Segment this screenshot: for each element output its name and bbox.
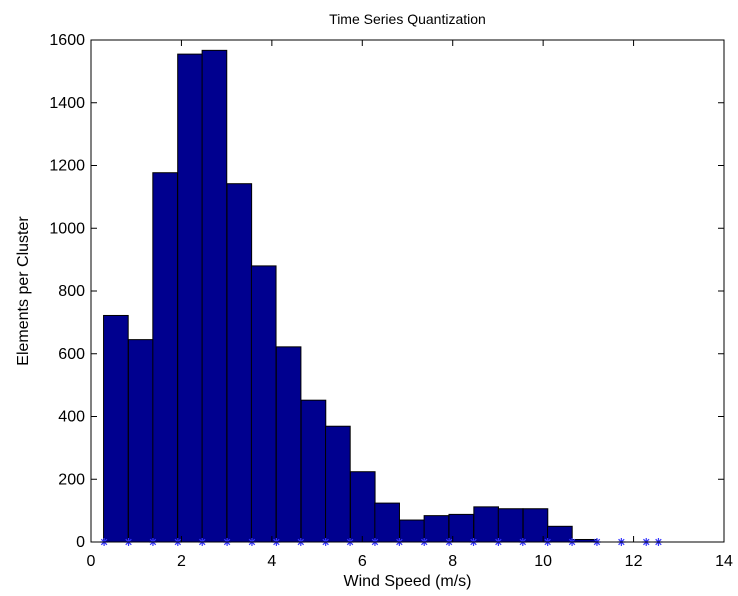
histogram-bar (152, 172, 178, 543)
y-axis-ticks: 0 200 400 600 800 1000 1200 1400 1600 (49, 32, 724, 551)
y-axis-label: Elements per Cluster (15, 216, 32, 366)
x-tick-label: 8 (448, 553, 457, 570)
y-tick-label: 1200 (49, 158, 85, 175)
histogram-bar (226, 183, 253, 543)
histogram-bar (275, 346, 302, 543)
y-tick-label: 1400 (49, 95, 85, 112)
histogram-bar (349, 471, 376, 543)
histogram-bar (497, 508, 524, 543)
x-tick-label: 6 (358, 553, 367, 570)
x-tick-label: 12 (625, 553, 643, 570)
histogram-bar (103, 314, 129, 543)
y-tick-label: 600 (58, 346, 85, 363)
x-tick-label: 14 (715, 553, 733, 570)
x-tick-label: 10 (534, 553, 552, 570)
x-tick-label: 0 (87, 553, 96, 570)
histogram-bar (325, 425, 351, 543)
y-tick-label: 0 (76, 534, 85, 551)
histogram-bar (522, 508, 549, 543)
y-tick-label: 400 (58, 409, 85, 426)
x-axis-label: Wind Speed (m/s) (343, 573, 471, 590)
histogram-bar (127, 339, 154, 543)
histogram-bar (201, 49, 228, 543)
histogram-bar (300, 399, 327, 543)
histogram-bar (423, 515, 450, 543)
y-tick-label: 800 (58, 283, 85, 300)
histogram-bar (399, 519, 425, 543)
histogram-bar (177, 53, 203, 543)
y-tick-label: 200 (58, 471, 85, 488)
bars-layer (103, 49, 598, 543)
y-tick-label: 1000 (49, 220, 85, 237)
x-tick-label: 2 (177, 553, 186, 570)
histogram-bar (547, 525, 573, 543)
histogram-bar (374, 502, 400, 543)
x-axis-ticks: 0 2 4 6 8 10 12 14 (87, 40, 733, 570)
x-tick-label: 4 (267, 553, 276, 570)
chart-title: Time Series Quantization (329, 11, 486, 27)
y-tick-label: 1600 (49, 32, 85, 49)
histogram-bar (473, 506, 499, 543)
histogram-bar (250, 265, 277, 543)
